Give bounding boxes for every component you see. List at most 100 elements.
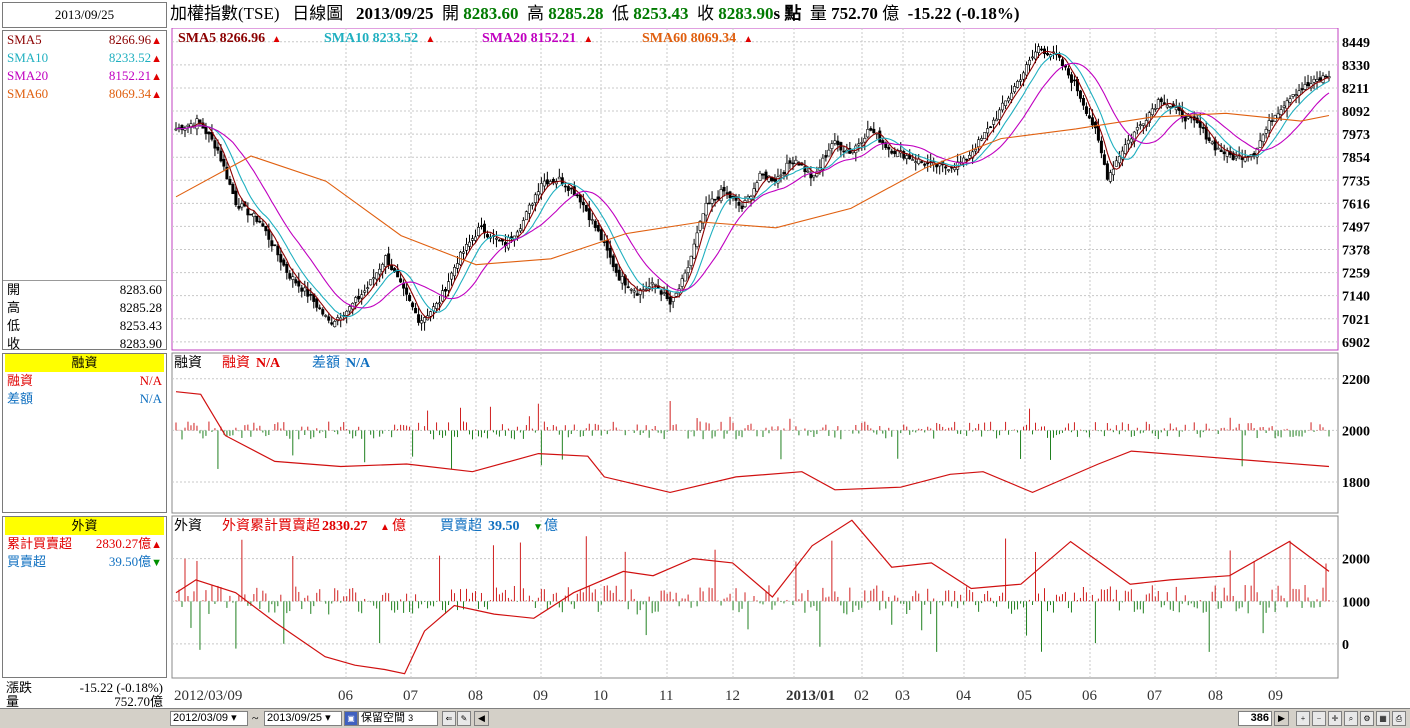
candle-body bbox=[456, 263, 460, 269]
candle-body bbox=[764, 171, 768, 180]
candle-body bbox=[626, 286, 630, 289]
date-range-tilde: ~ bbox=[252, 711, 259, 725]
mode-label: 保留空間 bbox=[361, 712, 405, 724]
candle-body bbox=[1060, 59, 1064, 67]
candle-body bbox=[366, 287, 370, 289]
candle-body bbox=[494, 237, 498, 240]
crosshair-icon[interactable]: ✛ bbox=[1328, 711, 1342, 726]
candle-body bbox=[902, 151, 906, 159]
margin-panel: 融資 融資 N/A 差額 N/A bbox=[2, 353, 167, 513]
foreign-legend-value: 2830.27 bbox=[322, 519, 368, 534]
x-tick-label: 09 bbox=[533, 688, 548, 704]
zoom-in-icon[interactable]: + bbox=[1296, 711, 1310, 726]
price-tick-label: 7021 bbox=[1342, 313, 1370, 328]
candle-body bbox=[180, 124, 184, 131]
candle-body bbox=[273, 244, 277, 247]
foreign-title: 外資 bbox=[5, 517, 164, 535]
x-tick-label: 09 bbox=[1268, 688, 1283, 704]
candle-body bbox=[1016, 81, 1020, 88]
zoom-icon[interactable]: ⌕ bbox=[1344, 711, 1358, 726]
bookmark-icon[interactable]: ✎ bbox=[457, 711, 471, 726]
foreign-legend-unit: 億 bbox=[392, 518, 406, 534]
candle-body bbox=[824, 155, 828, 158]
candle-body bbox=[611, 255, 615, 268]
candle-body bbox=[968, 154, 972, 159]
volume-label: 量 bbox=[6, 694, 20, 709]
net-legend-unit: 億 bbox=[544, 518, 558, 534]
scroll-first-icon[interactable]: ⇐ bbox=[442, 711, 456, 726]
candle-body bbox=[420, 320, 424, 324]
candle-body bbox=[686, 267, 690, 273]
arrow-up-icon: ▲ bbox=[583, 34, 593, 45]
mode-icon[interactable]: ▣ bbox=[344, 711, 358, 726]
candle-body bbox=[719, 189, 723, 202]
sma-row-sma10: SMA10 8233.52▲ bbox=[3, 49, 166, 67]
candle-body bbox=[1037, 46, 1041, 53]
price-tick-label: 6902 bbox=[1342, 336, 1370, 351]
mode-select[interactable]: 保留空間 3 bbox=[358, 711, 438, 726]
zoom-out-icon[interactable]: − bbox=[1312, 711, 1326, 726]
summary-panel: 漲跌 -15.22 (-0.18%) 量 752.70億 bbox=[2, 681, 167, 709]
to-date-select[interactable]: 2013/09/25 ▾ bbox=[264, 711, 342, 726]
candle-body bbox=[1123, 144, 1127, 154]
arrow-up-icon: ▲ bbox=[151, 71, 162, 83]
candle-body bbox=[1198, 121, 1202, 128]
from-date-select[interactable]: 2012/03/09 ▾ bbox=[170, 711, 248, 726]
candle-body bbox=[680, 278, 684, 287]
candle-body bbox=[620, 276, 624, 284]
chart-svg[interactable]: 8449 8330 8211 8092 7973 7854 7735 7616 7497 7378… bbox=[170, 28, 1408, 708]
candle-body bbox=[1099, 140, 1103, 154]
price-tick-label: 8449 bbox=[1342, 36, 1370, 51]
candle-body bbox=[1072, 79, 1076, 82]
candle-body bbox=[417, 314, 421, 323]
candle-body bbox=[300, 287, 304, 292]
scroll-right-button[interactable]: ▶ bbox=[1274, 711, 1289, 726]
candle-body bbox=[758, 172, 762, 181]
candle-body bbox=[575, 194, 579, 197]
candle-body bbox=[587, 208, 591, 221]
candle-body bbox=[447, 281, 451, 291]
candle-body bbox=[321, 309, 325, 315]
sma-row-sma20: SMA20 8152.21▲ bbox=[3, 67, 166, 85]
candle-body bbox=[557, 176, 561, 180]
candle-body bbox=[309, 294, 313, 296]
bar-count[interactable]: 386 bbox=[1238, 711, 1272, 726]
candle-body bbox=[399, 278, 403, 283]
candle-body bbox=[1019, 79, 1023, 82]
candle-body bbox=[1153, 108, 1157, 110]
candle-body bbox=[947, 169, 951, 171]
candle-body bbox=[743, 200, 747, 208]
candle-body bbox=[282, 259, 286, 266]
candle-body bbox=[1126, 139, 1130, 145]
candle-body bbox=[866, 129, 870, 138]
arrow-up-icon: ▲ bbox=[743, 34, 753, 45]
candle-body bbox=[971, 151, 975, 159]
print-icon[interactable]: ⎙ bbox=[1392, 711, 1406, 726]
candle-body bbox=[497, 239, 501, 242]
candle-body bbox=[1028, 59, 1032, 66]
candle-body bbox=[1114, 160, 1118, 167]
volume-unit: 億 bbox=[882, 4, 900, 23]
margin-row-0-label: 融資 bbox=[7, 373, 34, 388]
grid-icon[interactable]: ▦ bbox=[1376, 711, 1390, 726]
settings-icon[interactable]: ⚙ bbox=[1360, 711, 1374, 726]
candle-body bbox=[1025, 64, 1029, 76]
candle-body bbox=[1135, 127, 1139, 131]
candle-body bbox=[405, 287, 409, 295]
candle-body bbox=[1141, 123, 1145, 126]
candle-body bbox=[279, 254, 283, 263]
candle-body bbox=[1010, 92, 1014, 100]
margin-row-0: 融資 N/A bbox=[3, 372, 166, 390]
candle-body bbox=[1201, 126, 1205, 129]
candle-body bbox=[1207, 137, 1211, 141]
candle-body bbox=[408, 294, 412, 301]
candle-body bbox=[1318, 77, 1322, 81]
change-value-top: -15.22 (-0.18%) bbox=[907, 4, 1020, 23]
candle-body bbox=[462, 251, 466, 254]
candle-body bbox=[1219, 149, 1223, 152]
sma-line-sma60 bbox=[175, 112, 1330, 266]
chart-type[interactable]: 日線圖 bbox=[292, 4, 344, 23]
candle-body bbox=[1276, 113, 1280, 119]
scroll-left-button[interactable]: ◀ bbox=[474, 711, 489, 726]
candle-body bbox=[1120, 150, 1124, 160]
